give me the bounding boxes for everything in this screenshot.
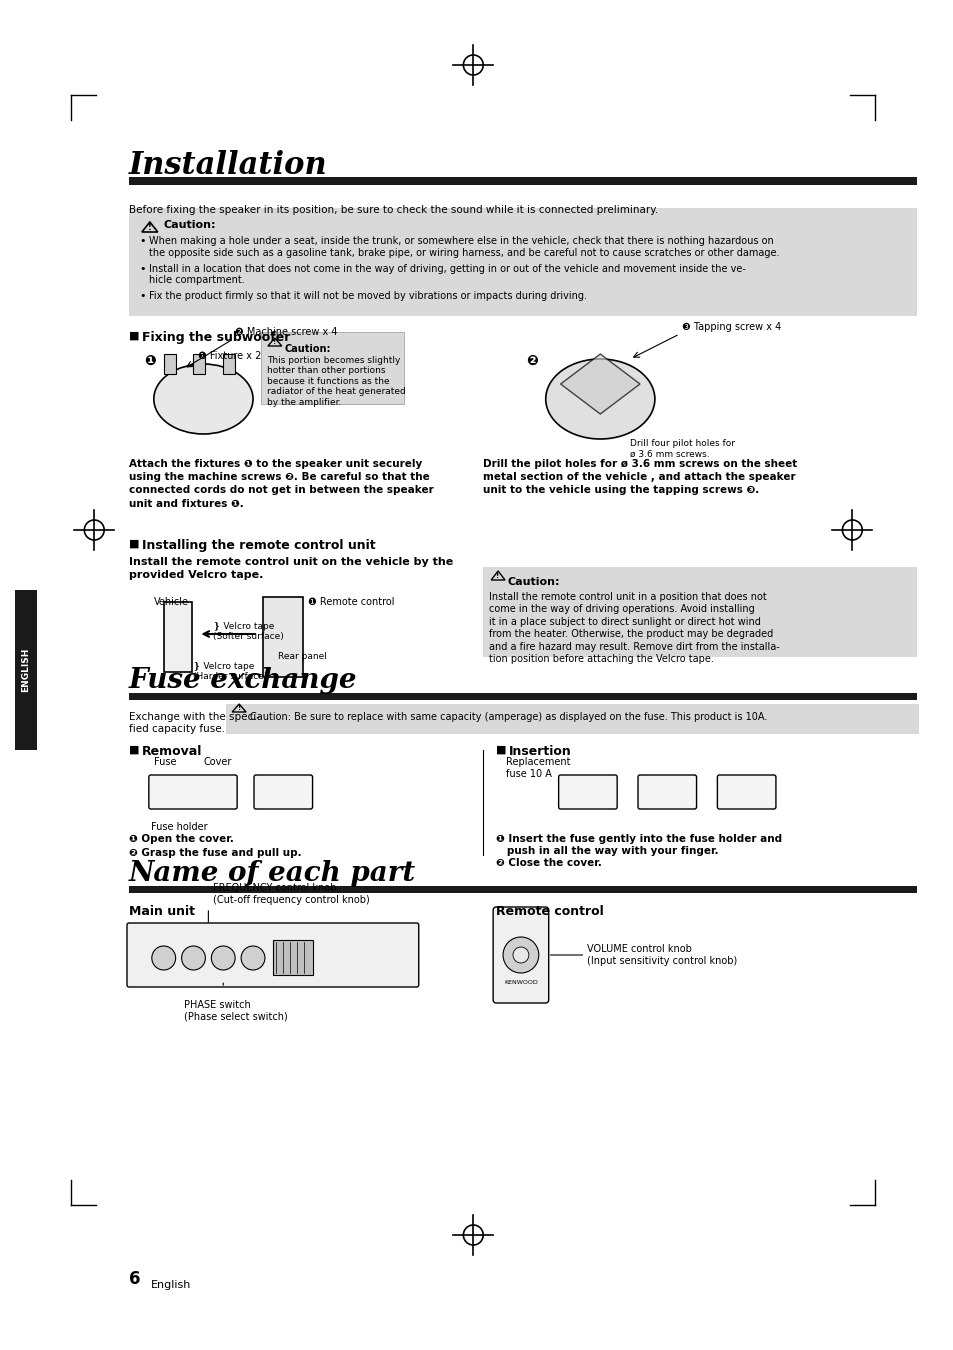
Bar <box>129 693 916 701</box>
Text: Fuse holder: Fuse holder <box>151 822 207 832</box>
FancyBboxPatch shape <box>15 590 36 751</box>
Bar <box>164 354 175 374</box>
Text: Install the remote control unit on the vehicle by the
provided Velcro tape.: Install the remote control unit on the v… <box>129 558 453 580</box>
Text: !: ! <box>148 223 152 231</box>
Bar <box>164 602 192 672</box>
Text: English: English <box>151 1280 191 1291</box>
Text: Fuse exchange: Fuse exchange <box>129 667 357 694</box>
Text: Installation: Installation <box>129 150 327 181</box>
Text: ❶ Open the cover.: ❶ Open the cover. <box>129 834 233 844</box>
Text: ❷ Grasp the fuse and pull up.: ❷ Grasp the fuse and pull up. <box>129 848 301 859</box>
FancyBboxPatch shape <box>493 907 548 1003</box>
Text: •: • <box>139 292 145 301</box>
Text: Exchange with the speci-
fied capacity fuse.: Exchange with the speci- fied capacity f… <box>129 711 260 734</box>
Text: !: ! <box>273 339 276 346</box>
Text: 6: 6 <box>129 1270 140 1288</box>
FancyBboxPatch shape <box>226 703 918 734</box>
Text: •: • <box>139 263 145 274</box>
Text: Remote control: Remote control <box>496 904 603 918</box>
FancyBboxPatch shape <box>638 775 696 809</box>
Text: PHASE switch
(Phase select switch): PHASE switch (Phase select switch) <box>183 1000 287 1022</box>
FancyBboxPatch shape <box>149 775 237 809</box>
Text: VOLUME control knob
(Input sensitivity control knob): VOLUME control knob (Input sensitivity c… <box>587 944 737 965</box>
Text: Cover: Cover <box>203 757 232 767</box>
Text: ❶ Insert the fuse gently into the fuse holder and
   push in all the way with yo: ❶ Insert the fuse gently into the fuse h… <box>496 834 781 856</box>
Circle shape <box>152 946 175 971</box>
Text: ❵ Velcro tape
(Harder surface): ❵ Velcro tape (Harder surface) <box>193 662 268 682</box>
FancyBboxPatch shape <box>483 567 916 657</box>
Text: ■: ■ <box>129 331 139 342</box>
Text: Before fixing the speaker in its position, be sure to check the sound while it i: Before fixing the speaker in its positio… <box>129 205 658 215</box>
Text: Caution:: Caution: <box>285 344 331 354</box>
Text: Install the remote control unit in a position that does not
come in the way of d: Install the remote control unit in a pos… <box>489 593 780 664</box>
Text: ■: ■ <box>129 539 139 549</box>
Text: Installing the remote control unit: Installing the remote control unit <box>142 539 375 552</box>
Bar <box>263 597 302 676</box>
Text: Drill the pilot holes for ø 3.6 mm screws on the sheet
metal section of the vehi: Drill the pilot holes for ø 3.6 mm screw… <box>483 459 797 495</box>
Text: !: ! <box>496 572 499 579</box>
FancyBboxPatch shape <box>558 775 617 809</box>
Text: Caution: Be sure to replace with same capacity (amperage) as displayed on the fu: Caution: Be sure to replace with same ca… <box>250 711 766 722</box>
Polygon shape <box>560 354 639 414</box>
Text: ■: ■ <box>496 745 506 755</box>
Circle shape <box>181 946 205 971</box>
Text: Fixing the subwoofer: Fixing the subwoofer <box>142 331 290 344</box>
Text: Install in a location that does not come in the way of driving, getting in or ou: Install in a location that does not come… <box>149 263 745 285</box>
FancyBboxPatch shape <box>253 775 313 809</box>
Circle shape <box>241 946 265 971</box>
FancyBboxPatch shape <box>261 332 403 404</box>
Bar <box>193 354 205 374</box>
Text: ❵ Velcro tape
(Softer surface): ❵ Velcro tape (Softer surface) <box>213 622 284 641</box>
Text: ❶: ❶ <box>144 354 155 369</box>
Text: FREQUENCY control knob
(Cut-off frequency control knob): FREQUENCY control knob (Cut-off frequenc… <box>213 883 370 905</box>
Bar <box>273 940 313 975</box>
Text: ❶ Remote control: ❶ Remote control <box>307 597 394 608</box>
FancyBboxPatch shape <box>129 208 916 316</box>
Text: ❶ Fixture x 2: ❶ Fixture x 2 <box>198 351 261 360</box>
Circle shape <box>502 937 538 973</box>
Text: ❸ Tapping screw x 4: ❸ Tapping screw x 4 <box>681 323 781 332</box>
Text: Fuse: Fuse <box>153 757 176 767</box>
Text: ENGLISH: ENGLISH <box>21 648 30 693</box>
Bar <box>129 886 916 892</box>
Text: Caution:: Caution: <box>506 576 559 587</box>
Bar <box>223 354 235 374</box>
FancyBboxPatch shape <box>717 775 775 809</box>
Circle shape <box>212 946 235 971</box>
Text: Name of each part: Name of each part <box>129 860 416 887</box>
Ellipse shape <box>153 364 253 433</box>
Text: ■: ■ <box>129 745 139 755</box>
Text: This portion becomes slightly
hotter than other portions
because it functions as: This portion becomes slightly hotter tha… <box>267 356 405 406</box>
Text: KENWOOD: KENWOOD <box>503 980 537 984</box>
Text: ❷: ❷ <box>525 354 537 369</box>
Text: Caution:: Caution: <box>164 220 216 230</box>
Text: Drill four pilot holes for
ø 3.6 mm screws.: Drill four pilot holes for ø 3.6 mm scre… <box>629 439 735 459</box>
Text: Vehicle: Vehicle <box>153 597 189 608</box>
FancyBboxPatch shape <box>127 923 418 987</box>
Text: ❷ Close the cover.: ❷ Close the cover. <box>496 859 601 868</box>
Text: ❷ Machine screw x 4: ❷ Machine screw x 4 <box>235 327 337 338</box>
Ellipse shape <box>545 359 654 439</box>
Text: Removal: Removal <box>142 745 202 757</box>
Text: Fix the product firmly so that it will not be moved by vibrations or impacts dur: Fix the product firmly so that it will n… <box>149 292 586 301</box>
Text: Replacement
fuse 10 A: Replacement fuse 10 A <box>505 757 570 779</box>
Text: !: ! <box>237 705 240 711</box>
Bar <box>129 177 916 185</box>
Text: Rear panel: Rear panel <box>277 652 326 662</box>
Text: When making a hole under a seat, inside the trunk, or somewhere else in the vehi: When making a hole under a seat, inside … <box>149 236 779 258</box>
Text: •: • <box>139 236 145 246</box>
Text: Insertion: Insertion <box>509 745 571 757</box>
Text: Main unit: Main unit <box>129 904 194 918</box>
Circle shape <box>513 946 528 963</box>
Text: Attach the fixtures ❶ to the speaker unit securely
using the machine screws ❷. B: Attach the fixtures ❶ to the speaker uni… <box>129 459 434 509</box>
